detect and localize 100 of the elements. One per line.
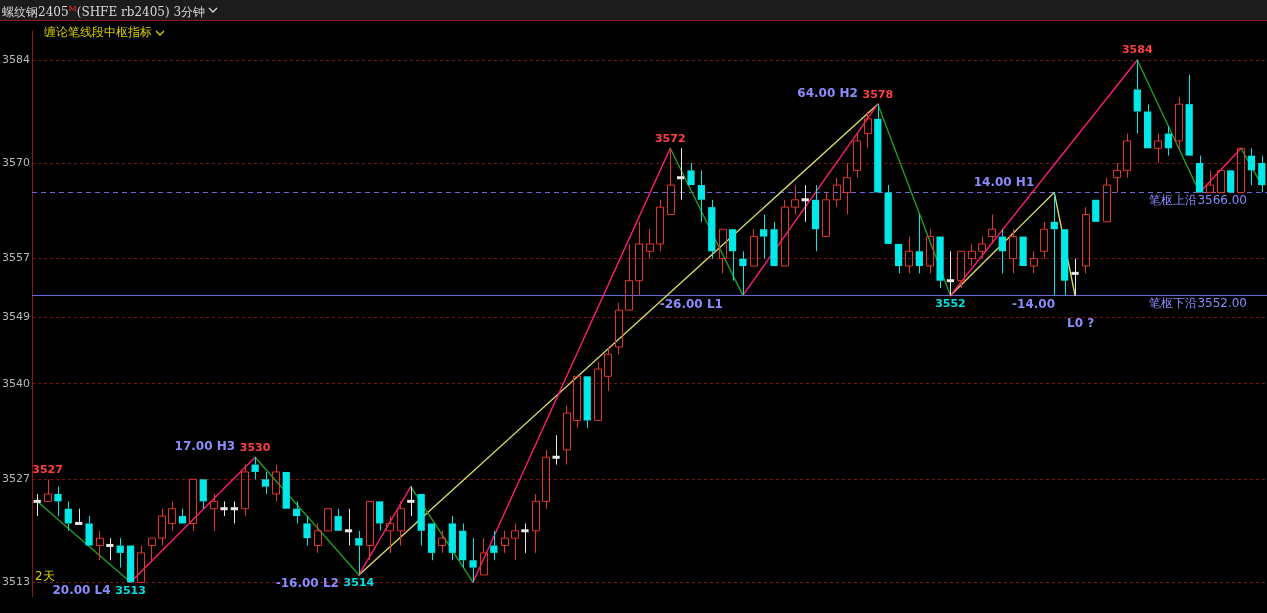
candlestick	[334, 508, 342, 531]
candlestick	[314, 522, 322, 554]
candlestick	[366, 500, 374, 561]
annotation: -14.00	[1012, 296, 1055, 311]
candlestick	[1060, 229, 1069, 296]
candlestick	[874, 103, 882, 193]
annotation: 20.00 L4	[52, 583, 111, 598]
y-tick-label: 3527	[1, 472, 30, 486]
candlestick	[884, 184, 892, 244]
candlestick	[687, 162, 695, 186]
candlestick	[957, 250, 965, 289]
chart-subtitle: 缠论笔线段中枢指标	[44, 24, 152, 41]
candlestick	[625, 243, 633, 311]
candlestick	[344, 508, 353, 547]
candlestick	[521, 522, 529, 554]
candlestick	[552, 434, 560, 466]
y-tick-label: 3584	[1, 52, 30, 66]
candlestick	[915, 214, 923, 274]
candlestick	[811, 184, 820, 252]
candlestick	[1206, 169, 1214, 193]
candlestick	[750, 228, 758, 267]
candlestick	[988, 214, 996, 245]
candlestick	[397, 500, 405, 547]
y-tick-label: 3570	[1, 155, 30, 169]
candlestick	[968, 243, 976, 267]
candlestick	[148, 537, 156, 561]
candlestick	[728, 229, 737, 282]
data-label: 3513	[115, 583, 146, 597]
candlestick	[646, 228, 654, 260]
candlestick	[1040, 221, 1048, 260]
candlestick	[33, 493, 41, 517]
candlestick	[708, 199, 716, 260]
data-label: 3552	[935, 296, 966, 310]
candlestick	[573, 375, 581, 429]
candlestick	[64, 500, 72, 532]
candlestick	[448, 515, 456, 561]
data-label: 3578	[862, 87, 894, 101]
candlestick	[417, 494, 425, 547]
ref-line-label: 笔枢上沿3566.00	[1149, 192, 1247, 207]
candlestick	[677, 147, 685, 201]
candlestick	[719, 228, 727, 274]
candlestick	[894, 243, 903, 274]
candlestick	[739, 250, 747, 296]
candlestick	[85, 515, 93, 546]
data-label: 3572	[654, 131, 686, 145]
candlestick	[438, 530, 446, 554]
candlestick	[501, 530, 509, 554]
candlestick	[189, 478, 197, 532]
candlestick	[1185, 74, 1193, 156]
candlestick	[261, 471, 270, 495]
y-tick-label: 3513	[1, 575, 30, 589]
candlestick	[303, 515, 311, 547]
candlestick	[1071, 258, 1079, 296]
candlestick	[293, 500, 301, 524]
candlestick	[54, 486, 62, 517]
candlestick	[1195, 155, 1204, 193]
candlestick	[96, 530, 104, 561]
ref-line-label: 笔枢下沿3552.00	[1149, 295, 1247, 310]
candlestick	[168, 500, 176, 532]
candlestick	[843, 162, 851, 215]
candlestick	[210, 493, 218, 532]
candlestick	[604, 346, 612, 392]
candlestick	[1050, 191, 1058, 296]
candlestick	[770, 221, 778, 266]
candlestick	[801, 184, 809, 223]
candlestick	[542, 449, 550, 510]
candlestick	[1258, 155, 1266, 193]
candlestick	[490, 530, 498, 561]
candlestick	[998, 228, 1006, 274]
annotation: 64.00 H2	[797, 86, 858, 101]
candlestick	[563, 405, 571, 466]
candlestick	[1009, 228, 1017, 274]
candlestick	[936, 236, 944, 289]
chart-title: 螺纹钢2405$^{M}$(SHFE rb2405) 3分钟	[2, 2, 206, 21]
candlestick	[106, 537, 114, 561]
candlestick	[946, 250, 955, 296]
candlestick	[427, 523, 436, 561]
annotation: 17.00 H3	[174, 439, 236, 454]
annotation: -16.00 L2	[275, 576, 339, 591]
y-tick-label: 3549	[1, 310, 30, 324]
candlestick	[1133, 59, 1141, 135]
candlestick	[459, 522, 467, 569]
candlestick	[230, 500, 238, 524]
candlestick	[511, 522, 519, 561]
data-label: 3584	[1121, 43, 1153, 57]
candlestick	[1154, 133, 1162, 164]
y-tick-label: 3540	[1, 376, 30, 390]
annotation: 2天	[34, 569, 55, 584]
candlestick	[697, 169, 706, 223]
candlestick	[667, 147, 675, 215]
candlestick	[469, 537, 477, 583]
annotation: -26.00 L1	[659, 296, 723, 311]
candlestick	[822, 191, 830, 238]
y-tick-label: 3557	[1, 251, 30, 265]
annotation: L0 ?	[1067, 315, 1095, 330]
candlestick	[1164, 125, 1173, 157]
candlestick	[791, 184, 799, 215]
candlestick	[1113, 162, 1121, 193]
candlestick	[376, 501, 384, 532]
candlestick	[407, 486, 415, 517]
